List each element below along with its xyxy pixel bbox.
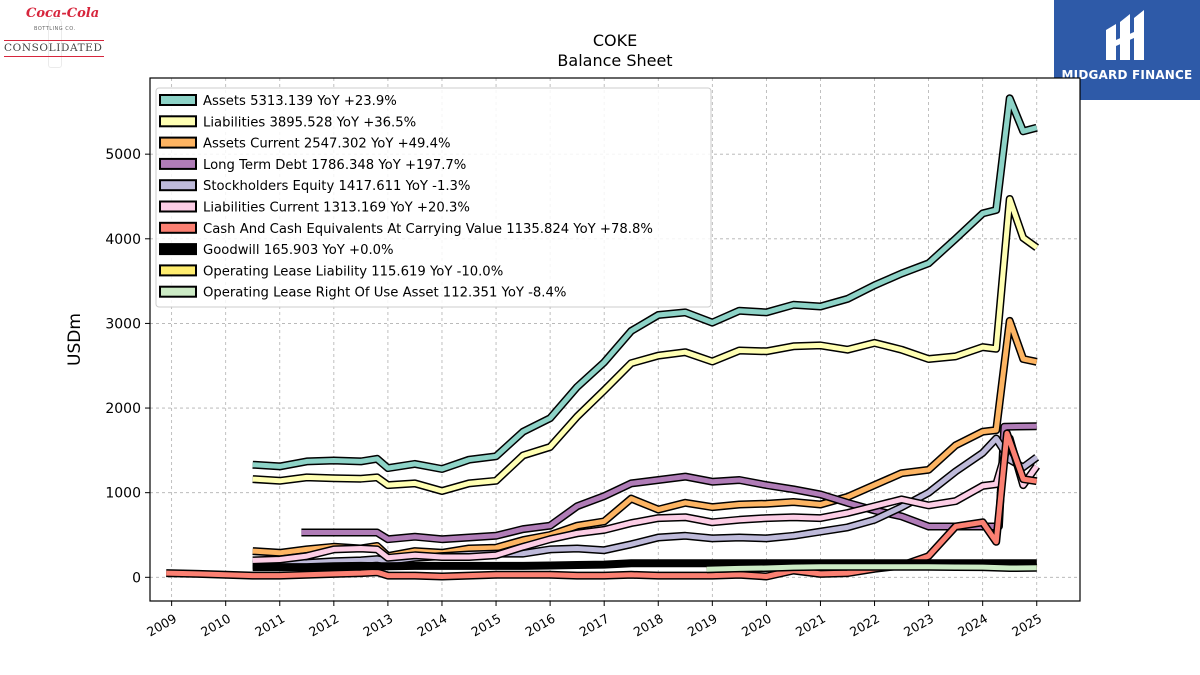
y-axis-label: USDm bbox=[65, 313, 85, 366]
x-tick-label: 2022 bbox=[847, 611, 882, 640]
series-9 bbox=[707, 567, 1037, 570]
x-tick-label: 2023 bbox=[901, 611, 936, 640]
x-tick-label: 2012 bbox=[306, 611, 341, 640]
legend-swatch bbox=[160, 244, 196, 254]
x-tick-label: 2019 bbox=[685, 611, 720, 640]
legend-label: Goodwill 165.903 YoY +0.0% bbox=[203, 243, 394, 258]
series-line bbox=[707, 567, 1037, 570]
y-tick-label: 0 bbox=[132, 570, 141, 586]
legend-swatch bbox=[160, 180, 196, 190]
legend-label: Cash And Cash Equivalents At Carrying Va… bbox=[203, 222, 653, 237]
legend-swatch bbox=[160, 287, 196, 297]
legend-swatch bbox=[160, 223, 196, 233]
legend-item: Assets Current 2547.302 YoY +49.4% bbox=[160, 137, 451, 152]
legend-label: Operating Lease Liability 115.619 YoY -1… bbox=[203, 264, 503, 279]
y-tick-label: 1000 bbox=[105, 486, 141, 502]
x-tick-label: 2015 bbox=[468, 611, 503, 640]
legend-label: Liabilities Current 1313.169 YoY +20.3% bbox=[203, 201, 470, 216]
legend-label: Assets 5313.139 YoY +23.9% bbox=[203, 94, 397, 109]
legend-label: Liabilities 3895.528 YoY +36.5% bbox=[203, 115, 416, 130]
legend-label: Operating Lease Right Of Use Asset 112.3… bbox=[203, 286, 566, 301]
legend-swatch bbox=[160, 202, 196, 212]
legend-label: Assets Current 2547.302 YoY +49.4% bbox=[203, 137, 451, 152]
legend-item: Stockholders Equity 1417.611 YoY -1.3% bbox=[160, 179, 470, 194]
x-tick-label: 2020 bbox=[739, 611, 774, 640]
x-tick-label: 2009 bbox=[144, 611, 179, 640]
legend-label: Long Term Debt 1786.348 YoY +197.7% bbox=[203, 158, 466, 173]
legend: Assets 5313.139 YoY +23.9% Liabilities 38… bbox=[156, 88, 711, 307]
legend-item: Operating Lease Liability 115.619 YoY -1… bbox=[160, 264, 503, 279]
y-tick-label: 3000 bbox=[105, 316, 141, 332]
y-tick-label: 4000 bbox=[105, 232, 141, 248]
x-tick-label: 2013 bbox=[360, 611, 395, 640]
y-tick-label: 2000 bbox=[105, 401, 141, 417]
x-tick-label: 2024 bbox=[955, 611, 990, 640]
legend-swatch bbox=[160, 116, 196, 126]
x-tick-label: 2014 bbox=[414, 611, 449, 640]
legend-item: Cash And Cash Equivalents At Carrying Va… bbox=[160, 222, 653, 237]
legend-item: Operating Lease Right Of Use Asset 112.3… bbox=[160, 286, 566, 301]
x-tick-label: 2016 bbox=[523, 611, 558, 640]
legend-item: Long Term Debt 1786.348 YoY +197.7% bbox=[160, 158, 466, 173]
x-tick-label: 2021 bbox=[793, 611, 828, 640]
legend-item: Liabilities Current 1313.169 YoY +20.3% bbox=[160, 201, 470, 216]
legend-swatch bbox=[160, 265, 196, 275]
x-tick-label: 2025 bbox=[1009, 611, 1044, 640]
x-tick-label: 2011 bbox=[252, 611, 287, 640]
legend-label: Stockholders Equity 1417.611 YoY -1.3% bbox=[203, 179, 470, 194]
x-tick-label: 2018 bbox=[631, 611, 666, 640]
x-tick-label: 2010 bbox=[198, 611, 233, 640]
legend-swatch bbox=[160, 95, 196, 105]
x-tick-label: 2017 bbox=[577, 611, 612, 640]
legend-swatch bbox=[160, 159, 196, 169]
y-tick-label: 5000 bbox=[105, 147, 141, 163]
legend-swatch bbox=[160, 138, 196, 148]
balance-sheet-chart: 0 1000 2000 3000 4000 5000 2009 2010 2011 2012 201… bbox=[0, 0, 1200, 675]
